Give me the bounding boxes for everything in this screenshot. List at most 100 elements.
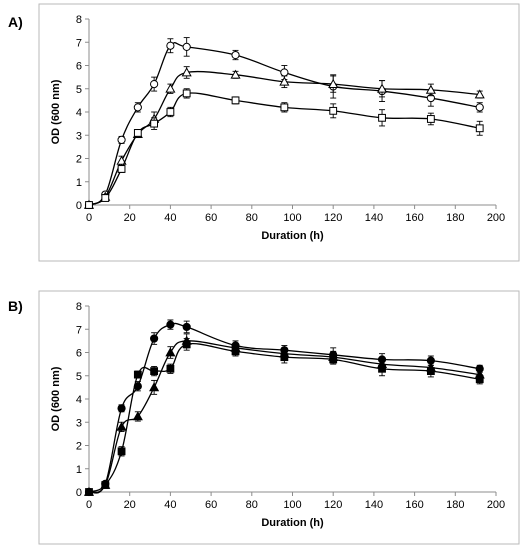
x-tick-label: 160 (405, 499, 423, 511)
panel-label-b: B) (8, 298, 23, 314)
data-point (426, 115, 435, 123)
data-point (475, 375, 484, 384)
data-point (117, 165, 126, 173)
data-point (182, 89, 191, 98)
data-point (133, 129, 142, 137)
y-tick-label: 3 (76, 130, 82, 142)
y-tick-label: 7 (76, 37, 82, 49)
data-point (150, 119, 159, 128)
data-point (150, 334, 159, 343)
series-triangle-open (83, 66, 485, 209)
y-tick-label: 5 (76, 84, 82, 96)
y-tick-label: 3 (76, 417, 82, 429)
data-point (426, 367, 435, 376)
data-point (475, 103, 484, 112)
data-point (231, 347, 240, 356)
y-tick-label: 0 (76, 200, 82, 212)
series-square-filled (85, 338, 484, 496)
x-tick-label: 140 (365, 212, 383, 224)
data-point (475, 124, 484, 133)
series-line (88, 340, 480, 494)
y-tick-label: 1 (76, 177, 82, 189)
y-tick-label: 2 (76, 441, 82, 453)
series-square-open (85, 88, 484, 209)
x-axis-title: Duration (h) (261, 230, 324, 242)
x-tick-label: 20 (124, 499, 136, 511)
data-point (279, 76, 290, 86)
data-point (101, 481, 110, 489)
data-point (280, 353, 289, 362)
data-point (425, 84, 436, 94)
panel-label-a: A) (8, 14, 23, 30)
x-tick-label: 100 (283, 212, 301, 224)
data-point (117, 447, 126, 456)
data-point (149, 382, 160, 392)
data-point (150, 80, 159, 89)
y-tick-label: 2 (76, 154, 82, 166)
y-tick-label: 5 (76, 371, 82, 383)
data-point (165, 347, 176, 357)
data-point (231, 96, 240, 105)
data-point (166, 108, 175, 116)
y-axis-title: OD (600 nm) (50, 79, 62, 144)
x-tick-label: 80 (246, 212, 258, 224)
data-point (133, 103, 142, 112)
x-tick-label: 120 (324, 499, 342, 511)
data-point (85, 488, 93, 496)
x-tick-label: 80 (246, 499, 258, 511)
data-point (166, 320, 175, 329)
y-tick-label: 8 (76, 14, 82, 26)
data-point (329, 106, 338, 115)
y-axis-title: OD (600 nm) (50, 366, 62, 431)
data-point (132, 411, 143, 421)
data-point (101, 194, 110, 202)
y-tick-label: 8 (76, 301, 82, 313)
x-tick-label: 20 (124, 212, 136, 224)
y-tick-label: 1 (76, 464, 82, 476)
x-tick-label: 0 (86, 499, 92, 511)
data-point (378, 364, 386, 373)
data-point (474, 89, 485, 99)
data-point (150, 367, 159, 376)
series-circle-open (84, 37, 484, 210)
x-tick-label: 160 (405, 212, 423, 224)
data-point (280, 68, 289, 77)
data-point (117, 404, 126, 413)
data-point (181, 67, 192, 77)
panel-frame (38, 290, 520, 545)
data-point (378, 113, 386, 122)
x-tick-label: 100 (283, 499, 301, 511)
data-point (280, 103, 289, 112)
y-tick-label: 6 (76, 61, 82, 73)
data-point (116, 421, 127, 431)
y-tick-label: 6 (76, 348, 82, 360)
y-tick-label: 4 (76, 394, 82, 406)
data-point (117, 135, 126, 144)
x-tick-label: 200 (487, 499, 505, 511)
data-point (85, 201, 93, 209)
y-tick-label: 0 (76, 487, 82, 499)
x-tick-label: 140 (365, 499, 383, 511)
y-tick-label: 4 (76, 107, 82, 119)
x-tick-label: 60 (205, 212, 217, 224)
x-tick-label: 200 (487, 212, 505, 224)
panel-frame (38, 3, 520, 262)
data-point (165, 83, 176, 93)
series-circle-filled (84, 319, 484, 497)
x-axis-title: Duration (h) (261, 517, 324, 529)
series-line (88, 343, 480, 493)
data-point (116, 155, 127, 165)
data-point (329, 355, 338, 364)
data-point (133, 370, 142, 379)
x-tick-label: 180 (446, 212, 464, 224)
data-point (376, 83, 388, 93)
x-tick-label: 120 (324, 212, 342, 224)
series-line (88, 70, 480, 206)
data-point (166, 364, 175, 373)
data-point (182, 42, 191, 52)
x-tick-label: 180 (446, 499, 464, 511)
data-point (182, 340, 191, 349)
x-tick-label: 40 (164, 499, 176, 511)
